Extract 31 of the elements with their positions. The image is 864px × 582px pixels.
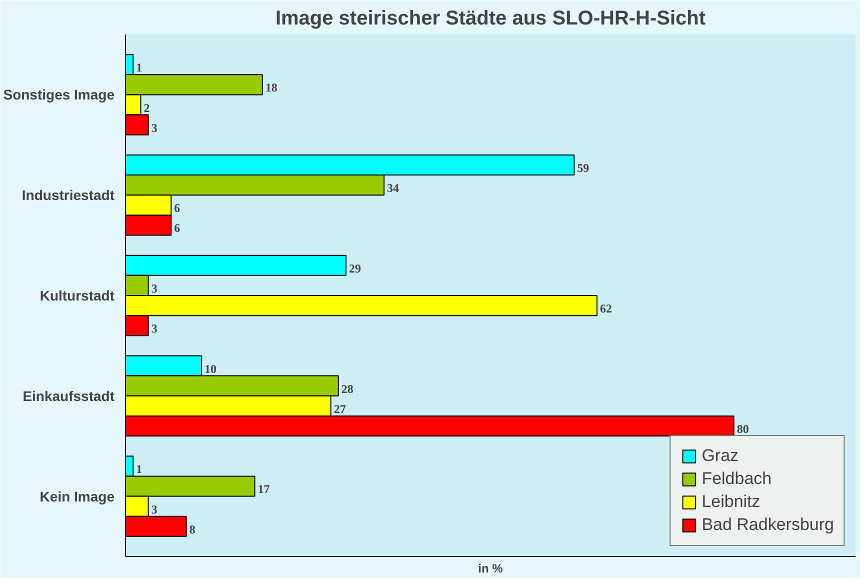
- data-label: 1: [136, 462, 142, 476]
- data-label: 18: [265, 80, 278, 95]
- data-label: 34: [387, 181, 400, 196]
- data-label: 28: [341, 382, 354, 396]
- legend-label: Bad Radkersburg: [702, 515, 834, 535]
- chart-title: Image steirischer Städte aus SLO-HR-H-Sicht: [275, 8, 706, 30]
- y-tick-label: Kein Image: [40, 488, 115, 504]
- data-label: 2: [144, 100, 150, 115]
- y-tick-label: Kulturstadt: [40, 288, 115, 304]
- data-label: 59: [577, 161, 590, 175]
- legend-label: Feldbach: [702, 469, 772, 489]
- data-label: 17: [258, 482, 270, 496]
- y-tick-label: Einkaufsstadt: [22, 388, 115, 404]
- data-label: 10: [204, 362, 217, 376]
- legend-label: Leibnitz: [702, 492, 760, 512]
- data-label: 3: [151, 120, 158, 135]
- data-label: 6: [174, 201, 180, 216]
- data-label: 62: [600, 302, 612, 316]
- y-tick-label: Sonstiges Image: [3, 86, 115, 103]
- data-label: 29: [349, 261, 362, 276]
- data-label: 3: [151, 502, 158, 516]
- data-label: 3: [151, 281, 158, 296]
- data-label: 1: [136, 60, 142, 75]
- data-label: 6: [174, 221, 180, 236]
- y-tick-label: Industriestadt: [22, 187, 115, 204]
- data-label: 3: [151, 322, 158, 336]
- data-label: 27: [334, 402, 346, 416]
- x-axis-title: in %: [478, 562, 504, 576]
- legend-label: Graz: [702, 446, 739, 466]
- data-label: 8: [189, 522, 196, 536]
- data-label: 80: [736, 422, 749, 436]
